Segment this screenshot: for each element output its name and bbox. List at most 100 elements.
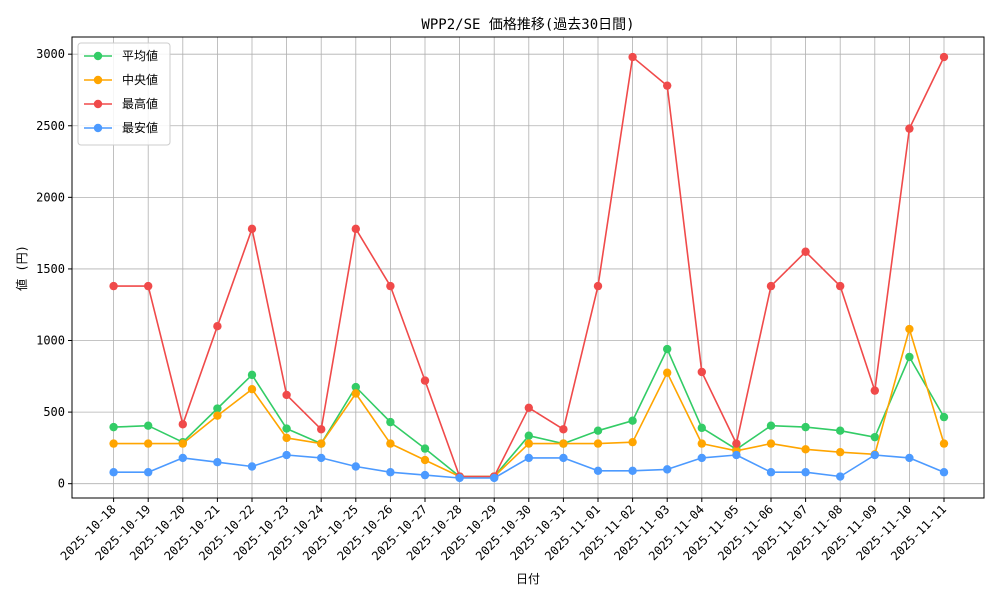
data-point xyxy=(905,453,914,463)
data-point xyxy=(939,52,949,62)
data-point xyxy=(593,426,603,435)
data-point xyxy=(524,431,533,440)
legend-swatch-marker xyxy=(93,51,103,61)
data-point xyxy=(697,367,706,377)
data-point xyxy=(351,382,360,392)
legend-box xyxy=(77,42,171,146)
data-point xyxy=(455,473,464,483)
y-axis-label: 値 (円) xyxy=(14,245,29,291)
data-point xyxy=(386,281,395,291)
data-point xyxy=(870,450,879,460)
data-point xyxy=(905,124,914,133)
data-point xyxy=(213,321,222,331)
y-tick-label: 500 xyxy=(43,405,65,419)
data-point xyxy=(386,439,395,448)
data-point xyxy=(420,444,430,453)
x-axis-label: 日付 xyxy=(516,572,540,586)
data-point xyxy=(697,423,706,433)
data-point xyxy=(109,439,118,448)
data-point xyxy=(801,468,810,477)
data-point xyxy=(697,439,706,448)
data-point xyxy=(559,425,568,434)
data-point xyxy=(766,421,776,430)
series-layer xyxy=(109,52,949,483)
data-point xyxy=(559,439,568,448)
data-point xyxy=(317,439,326,448)
legend-label: 平均値 xyxy=(122,48,158,63)
y-ticks: 0 500 1000 1500 2000 2500 3000 xyxy=(36,47,72,491)
data-point xyxy=(282,424,291,433)
data-point xyxy=(247,462,257,471)
data-point xyxy=(144,439,153,448)
data-point xyxy=(524,439,533,448)
data-point xyxy=(801,445,810,454)
chart-title: WPP2/SE 価格推移(過去30日間) xyxy=(421,17,634,33)
legend-item: 平均値 xyxy=(84,48,158,63)
data-point xyxy=(732,439,741,448)
data-point xyxy=(282,390,291,400)
data-point xyxy=(663,465,672,474)
y-tick-label: 3000 xyxy=(36,47,65,61)
data-point xyxy=(663,368,672,377)
grid-layer xyxy=(72,37,984,498)
data-point xyxy=(593,281,603,291)
data-point xyxy=(939,468,949,477)
legend-swatch-marker xyxy=(93,99,103,109)
data-point xyxy=(144,468,153,477)
y-tick-label: 2500 xyxy=(36,119,65,133)
data-point xyxy=(836,472,845,481)
data-point xyxy=(351,389,360,398)
data-point xyxy=(420,455,430,465)
data-point xyxy=(247,370,257,380)
data-point xyxy=(870,432,879,442)
data-point xyxy=(109,422,118,432)
data-point xyxy=(282,450,291,460)
legend-item: 最安値 xyxy=(84,120,158,135)
legend-label: 最安値 xyxy=(122,120,158,135)
data-point xyxy=(351,224,360,234)
data-point xyxy=(109,468,118,477)
data-point xyxy=(766,281,776,291)
data-point xyxy=(905,352,914,362)
data-point xyxy=(628,52,637,62)
x-ticks: 2025-10-182025-10-192025-10-202025-10-21… xyxy=(58,498,949,563)
data-point xyxy=(801,247,810,256)
data-point xyxy=(905,324,914,334)
data-point xyxy=(836,426,845,435)
data-point xyxy=(109,281,118,291)
data-point xyxy=(282,433,291,443)
data-point xyxy=(317,453,326,463)
data-point xyxy=(663,81,672,90)
data-point xyxy=(144,281,153,291)
data-point xyxy=(524,403,533,413)
data-point xyxy=(524,453,533,463)
data-point xyxy=(213,458,222,467)
data-point xyxy=(213,404,222,413)
data-point xyxy=(836,281,845,291)
data-point xyxy=(490,473,499,483)
plot-frame xyxy=(71,36,985,499)
data-point xyxy=(178,453,187,463)
data-point xyxy=(870,386,879,395)
data-point xyxy=(732,450,741,460)
data-point xyxy=(766,439,776,448)
series-3 xyxy=(109,450,949,483)
legend-item: 最高値 xyxy=(84,96,158,111)
data-point xyxy=(628,416,637,425)
data-point xyxy=(351,462,360,471)
data-point xyxy=(697,453,706,463)
legend-swatch-marker xyxy=(93,123,103,133)
data-point xyxy=(247,384,257,394)
data-point xyxy=(766,468,776,477)
data-point xyxy=(420,470,430,480)
data-point xyxy=(386,417,395,427)
y-tick-label: 1000 xyxy=(36,334,65,348)
y-tick-label: 1500 xyxy=(36,262,65,276)
legend-label: 中央値 xyxy=(122,72,158,87)
data-point xyxy=(386,468,395,477)
data-point xyxy=(178,439,187,448)
data-point xyxy=(939,412,949,422)
